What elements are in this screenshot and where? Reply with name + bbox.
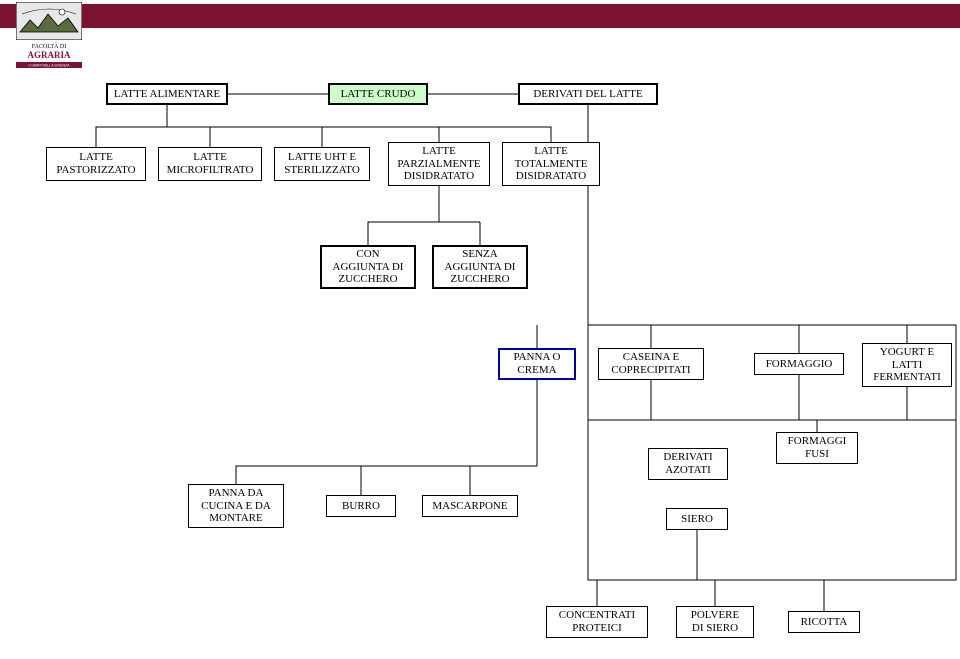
node-latte-crudo: LATTE CRUDO bbox=[328, 83, 428, 105]
node-formaggio: FORMAGGIO bbox=[754, 353, 844, 375]
node-panna-da-cucina: PANNA DA CUCINA E DA MONTARE bbox=[188, 484, 284, 528]
node-latte-alimentare: LATTE ALIMENTARE bbox=[106, 83, 228, 105]
node-concentrati-proteici: CONCENTRATI PROTEICI bbox=[546, 606, 648, 638]
node-latte-parz-disidr: LATTE PARZIALMENTE DISIDRATATO bbox=[388, 142, 490, 186]
node-yogurt: YOGURT E LATTI FERMENTATI bbox=[862, 343, 952, 387]
node-mascarpone: MASCARPONE bbox=[422, 495, 518, 517]
node-siero: SIERO bbox=[666, 508, 728, 530]
faculty-logo: FACOLTÀ DI AGRARIA I CAMPI DELLA SCIENZA bbox=[16, 2, 82, 68]
node-formaggi-fusi: FORMAGGI FUSI bbox=[776, 432, 858, 464]
node-latte-uht: LATTE UHT E STERILIZZATO bbox=[274, 147, 370, 181]
node-polvere-di-siero: POLVERE DI SIERO bbox=[676, 606, 754, 638]
node-derivati-azotati: DERIVATI AZOTATI bbox=[648, 448, 728, 480]
node-latte-pastorizzato: LATTE PASTORIZZATO bbox=[46, 147, 146, 181]
logo-caption: I CAMPI DELLA SCIENZA bbox=[28, 64, 70, 68]
node-burro: BURRO bbox=[326, 495, 396, 517]
node-derivati-del-latte: DERIVATI DEL LATTE bbox=[518, 83, 658, 105]
node-panna-crema: PANNA O CREMA bbox=[498, 348, 576, 380]
node-caseina: CASEINA E COPRECIPITATI bbox=[598, 348, 704, 380]
logo-text-top: FACOLTÀ DI bbox=[32, 42, 67, 50]
node-ricotta: RICOTTA bbox=[788, 611, 860, 633]
logo-text-bottom: AGRARIA bbox=[27, 50, 71, 60]
node-latte-microfiltrato: LATTE MICROFILTRATO bbox=[158, 147, 262, 181]
node-latte-tot-disidr: LATTE TOTALMENTE DISIDRATATO bbox=[502, 142, 600, 186]
node-con-zucchero: CON AGGIUNTA DI ZUCCHERO bbox=[320, 245, 416, 289]
node-senza-zucchero: SENZA AGGIUNTA DI ZUCCHERO bbox=[432, 245, 528, 289]
header-bar bbox=[0, 4, 960, 28]
